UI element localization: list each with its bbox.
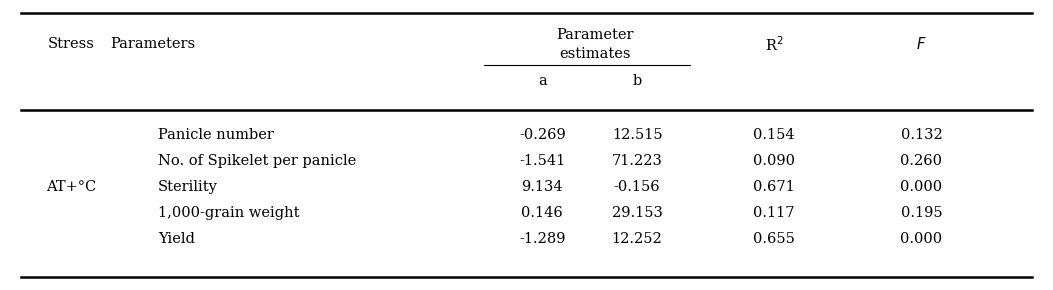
Text: estimates: estimates — [559, 47, 631, 61]
Text: Yield: Yield — [158, 232, 195, 246]
Text: 71.223: 71.223 — [612, 154, 662, 168]
Text: $\mathit{F}$: $\mathit{F}$ — [916, 36, 927, 52]
Text: -0.269: -0.269 — [519, 128, 565, 142]
Text: Parameter: Parameter — [556, 28, 634, 42]
Text: 0.117: 0.117 — [753, 206, 795, 220]
Text: Sterility: Sterility — [158, 180, 218, 194]
Text: 0.671: 0.671 — [753, 180, 795, 194]
Text: 29.153: 29.153 — [612, 206, 662, 220]
Text: -1.541: -1.541 — [519, 154, 565, 168]
Text: 0.655: 0.655 — [753, 232, 795, 246]
Text: Parameters: Parameters — [111, 37, 195, 51]
Text: 0.195: 0.195 — [900, 206, 942, 220]
Text: -0.156: -0.156 — [614, 180, 660, 194]
Text: 0.000: 0.000 — [900, 232, 942, 246]
Text: a: a — [538, 74, 547, 88]
Text: No. of Spikelet per panicle: No. of Spikelet per panicle — [158, 154, 356, 168]
Text: Stress: Stress — [48, 37, 95, 51]
Text: 0.154: 0.154 — [753, 128, 795, 142]
Text: -1.289: -1.289 — [519, 232, 565, 246]
Text: 0.000: 0.000 — [900, 180, 942, 194]
Text: Panicle number: Panicle number — [158, 128, 274, 142]
Text: 0.146: 0.146 — [521, 206, 563, 220]
Text: R$^2$: R$^2$ — [764, 35, 783, 54]
Text: 12.252: 12.252 — [612, 232, 662, 246]
Text: 1,000-grain weight: 1,000-grain weight — [158, 206, 299, 220]
Text: AT+°C: AT+°C — [46, 180, 97, 194]
Text: b: b — [633, 74, 641, 88]
Text: 12.515: 12.515 — [612, 128, 662, 142]
Text: 0.260: 0.260 — [900, 154, 942, 168]
Text: 0.132: 0.132 — [900, 128, 942, 142]
Text: 0.090: 0.090 — [753, 154, 795, 168]
Text: 9.134: 9.134 — [521, 180, 563, 194]
